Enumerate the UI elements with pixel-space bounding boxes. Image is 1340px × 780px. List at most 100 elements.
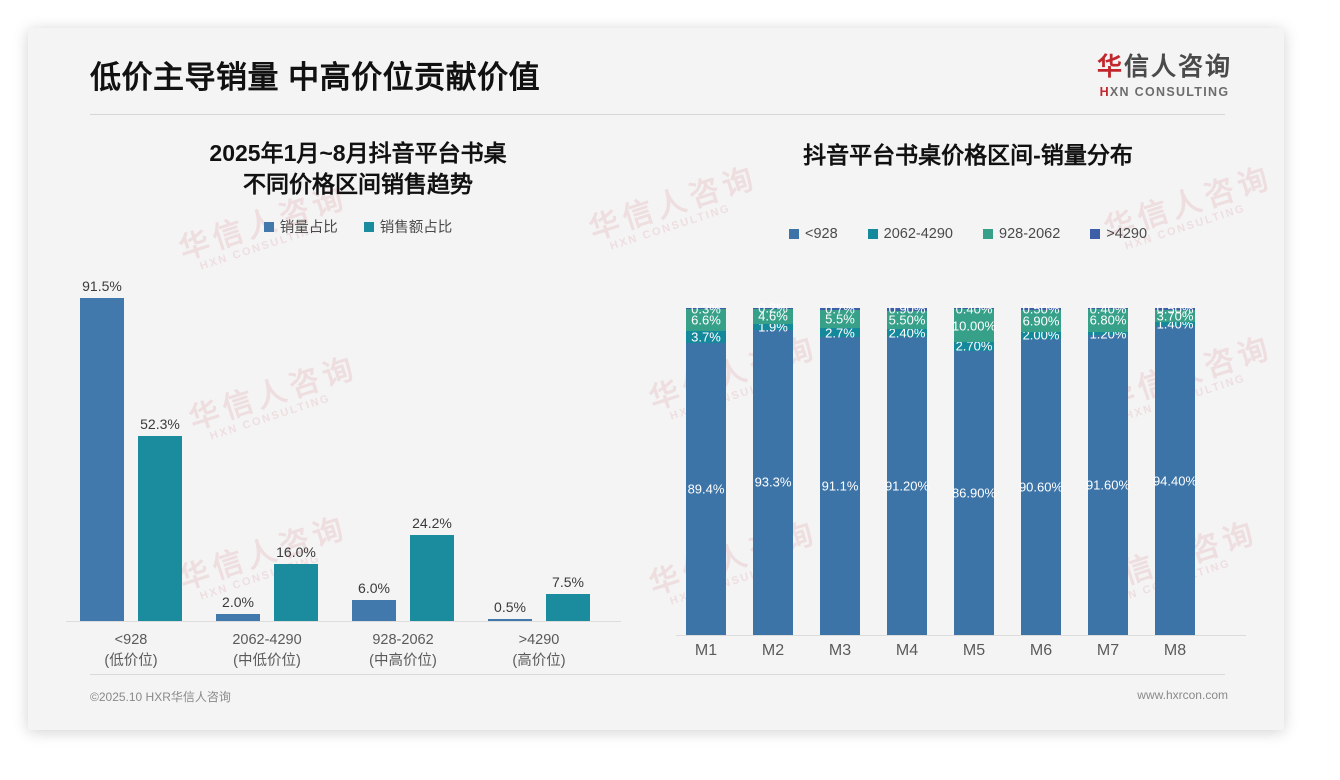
stack-segment-928-2062[interactable]: 10.00% bbox=[951, 309, 997, 343]
legend-label: 928-2062 bbox=[999, 226, 1061, 243]
footer-website[interactable]: www.hxrcon.com bbox=[1137, 688, 1228, 702]
bar-group: 0.5% 7.5% bbox=[488, 574, 590, 621]
stack-segment-928-2062[interactable]: 6.90% bbox=[1021, 309, 1061, 333]
segment-value-label: 89.4% bbox=[687, 481, 725, 497]
bar-amount[interactable] bbox=[410, 535, 454, 621]
bar-amount[interactable] bbox=[274, 564, 318, 621]
segment-value-label: 3.70% bbox=[1156, 308, 1194, 324]
x-axis-month: M4 bbox=[895, 642, 919, 659]
stack-segment-over4290[interactable]: 0.40% bbox=[1088, 301, 1128, 316]
legend-item-2062-4290[interactable]: 2062-4290 bbox=[867, 226, 953, 242]
stack-segment-over4290[interactable]: 0.7% bbox=[820, 302, 860, 317]
legend-item-sales-amount[interactable]: 销售额占比 bbox=[363, 216, 452, 237]
bar-amount[interactable] bbox=[138, 436, 182, 621]
stacked-bar[interactable]: 91.1% 2.7% 5.5% 0.7% bbox=[820, 302, 860, 635]
legend-item-over-4290[interactable]: >4290 bbox=[1090, 226, 1147, 242]
stacked-bar[interactable]: 91.60% 1.20% 6.80% 0.40% bbox=[1086, 301, 1130, 635]
bar-amount[interactable] bbox=[546, 594, 590, 621]
segment-value-label: 0.2% bbox=[758, 300, 788, 316]
stack-segment-under928[interactable]: 91.1% bbox=[820, 337, 860, 635]
right-chart-panel: 抖音平台书桌价格区间-销量分布 <928 2062-4290 928-2062 … bbox=[668, 124, 1268, 684]
stack-segment-over4290[interactable]: 0.90% bbox=[887, 302, 927, 317]
stacked-bar[interactable]: 86.90% 2.70% 10.00% 0.40% bbox=[951, 301, 997, 635]
stack-segment-under928[interactable]: 89.4% bbox=[686, 342, 726, 635]
bar-column[interactable]: 52.3% bbox=[138, 416, 182, 621]
x-axis-category-range: 2062-4290 bbox=[232, 632, 302, 648]
bar-volume[interactable] bbox=[352, 600, 396, 621]
legend-swatch-icon bbox=[263, 221, 274, 232]
stack-segment-2062-4290[interactable]: 1.20% bbox=[1088, 326, 1128, 341]
x-axis-category: 2062-4290 (中低价位) bbox=[216, 630, 318, 672]
stacked-bar[interactable]: 90.60% 2.00% 6.90% 0.50% bbox=[1018, 301, 1064, 635]
bar-column[interactable]: 7.5% bbox=[546, 574, 590, 621]
bar-column[interactable]: 2.0% bbox=[216, 594, 260, 621]
x-axis-month: M6 bbox=[1029, 642, 1053, 659]
left-chart-panel: 2025年1月~8月抖音平台书桌 不同价格区间销售趋势 销量占比 销售额占比 9… bbox=[58, 124, 658, 684]
stack-segment-2062-4290[interactable]: 2.70% bbox=[954, 339, 994, 354]
legend-swatch-icon bbox=[867, 229, 878, 240]
stack-segment-over4290[interactable]: 0.3% bbox=[686, 301, 726, 316]
legend-item-under-928[interactable]: <928 bbox=[788, 226, 838, 243]
stack-segment-2062-4290[interactable]: 2.7% bbox=[820, 325, 860, 340]
segment-value-label: 0.50% bbox=[1156, 301, 1194, 317]
segment-value-label: 6.80% bbox=[1089, 312, 1127, 328]
segment-value-label: 94.40% bbox=[1152, 473, 1198, 489]
bar-volume[interactable] bbox=[216, 614, 260, 621]
bar-column[interactable]: 24.2% bbox=[410, 515, 454, 621]
stack-segment-928-2062[interactable]: 6.80% bbox=[1088, 309, 1128, 332]
stack-segment-under928[interactable]: 94.40% bbox=[1152, 326, 1198, 635]
x-axis-category: <928 (低价位) bbox=[80, 630, 182, 672]
stack-segment-under928[interactable]: 91.60% bbox=[1086, 335, 1130, 635]
left-chart-plot: 91.5% 52.3% 2.0% 16.0% bbox=[58, 278, 658, 622]
bar-column[interactable]: 16.0% bbox=[274, 544, 318, 621]
stacked-bar[interactable]: 91.20% 2.40% 5.50% 0.90% bbox=[885, 302, 929, 635]
segment-value-label: 90.60% bbox=[1018, 479, 1064, 495]
stack-segment-928-2062[interactable]: 6.6% bbox=[686, 309, 726, 331]
legend-item-928-2062[interactable]: 928-2062 bbox=[983, 226, 1060, 242]
segment-value-label: 0.90% bbox=[888, 301, 926, 317]
bar-volume[interactable] bbox=[488, 619, 532, 621]
left-chart-title-line1: 2025年1月~8月抖音平台书桌 bbox=[209, 140, 507, 166]
stacked-bar[interactable]: 89.4% 3.7% 6.6% 0.3% bbox=[686, 301, 726, 635]
stack-segment-928-2062[interactable]: 5.50% bbox=[887, 310, 927, 329]
right-chart-title: 抖音平台书桌价格区间-销量分布 bbox=[803, 142, 1133, 168]
stack-segment-under928[interactable]: 91.20% bbox=[885, 336, 929, 635]
logo-chinese: 华信人咨询 bbox=[1097, 53, 1232, 82]
footer-divider bbox=[90, 674, 1225, 675]
stack-segment-2062-4290[interactable]: 2.00% bbox=[1021, 328, 1061, 343]
stack-segment-over4290[interactable]: 0.50% bbox=[1155, 301, 1195, 316]
stack-segment-under928[interactable]: 93.3% bbox=[753, 329, 793, 635]
logo-en-rest: XN CONSULTING bbox=[1109, 84, 1230, 99]
stack-segment-over4290[interactable]: 0.2% bbox=[753, 301, 793, 316]
segment-value-label: 10.00% bbox=[951, 318, 997, 334]
segment-value-label: 5.5% bbox=[825, 311, 855, 327]
logo-en-h: H bbox=[1099, 84, 1110, 99]
legend-label: >4290 bbox=[1106, 226, 1148, 243]
bar-column[interactable]: 6.0% bbox=[352, 580, 396, 621]
x-axis-category-note: (中高价位) bbox=[369, 653, 437, 670]
segment-value-label: 0.50% bbox=[1022, 301, 1060, 317]
legend-item-sales-volume[interactable]: 销量占比 bbox=[263, 216, 338, 237]
stack-segment-under928[interactable]: 86.90% bbox=[952, 350, 996, 635]
stack-segment-928-2062[interactable]: 3.70% bbox=[1155, 308, 1195, 324]
stacked-bar[interactable]: 94.40% 1.40% 3.70% 0.50% bbox=[1152, 301, 1198, 635]
page-title: 低价主导销量 中高价位贡献价值 bbox=[90, 60, 541, 95]
right-chart-axis-line bbox=[676, 635, 1246, 636]
bar-column[interactable]: 0.5% bbox=[488, 599, 532, 621]
stack-segment-over4290[interactable]: 0.50% bbox=[1021, 301, 1061, 316]
bar-volume[interactable] bbox=[80, 298, 124, 621]
stack-segment-2062-4290[interactable]: 2.40% bbox=[887, 325, 927, 340]
stack-segment-2062-4290[interactable]: 3.7% bbox=[686, 329, 726, 344]
stack-segment-over4290[interactable]: 0.40% bbox=[954, 301, 994, 316]
segment-value-label: 6.90% bbox=[1022, 313, 1060, 329]
left-chart-x-axis: <928 (低价位) 2062-4290 (中低价位) 928-2062 (中高… bbox=[58, 630, 658, 690]
stack-segment-under928[interactable]: 90.60% bbox=[1018, 338, 1064, 635]
bar-group: 91.5% 52.3% bbox=[80, 278, 182, 621]
stack-segment-2062-4290[interactable]: 1.9% bbox=[753, 319, 793, 334]
legend-label: <928 bbox=[804, 226, 838, 243]
x-axis-month: M5 bbox=[962, 642, 986, 659]
stack-segment-928-2062[interactable]: 4.6% bbox=[753, 308, 793, 324]
stacked-bar[interactable]: 93.3% 1.9% 4.6% 0.2% bbox=[753, 301, 793, 635]
stack-segment-928-2062[interactable]: 5.5% bbox=[820, 310, 860, 329]
bar-column[interactable]: 91.5% bbox=[80, 278, 124, 621]
